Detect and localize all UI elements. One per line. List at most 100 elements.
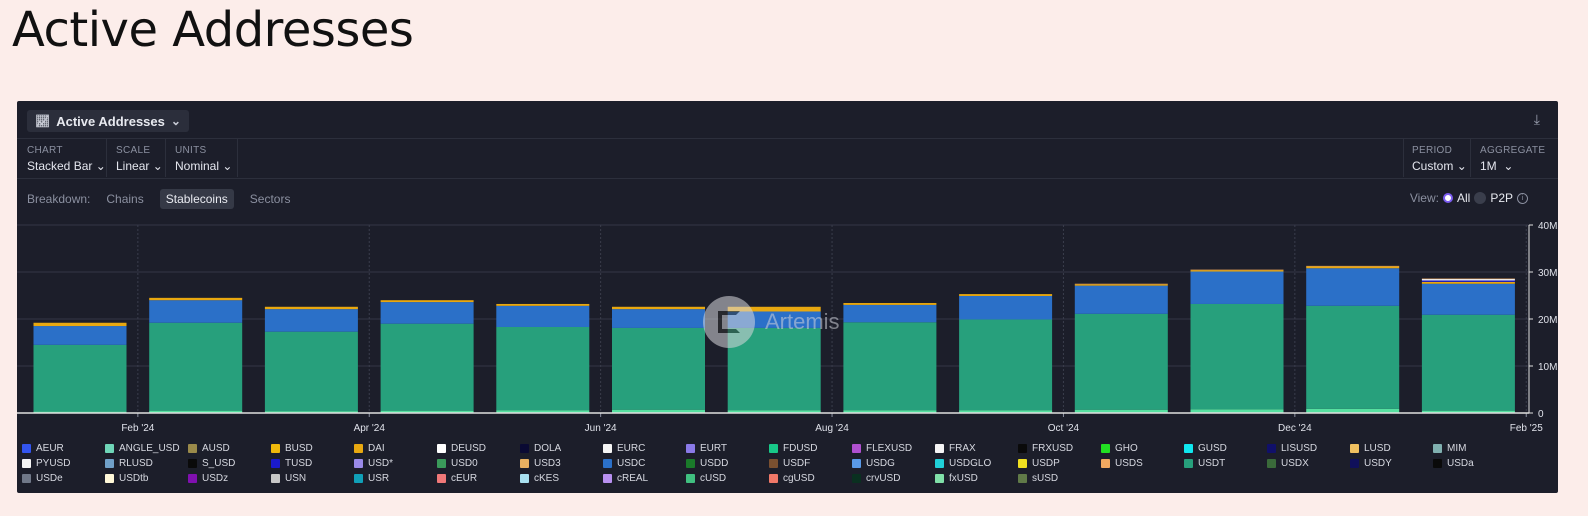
legend-swatch	[603, 474, 612, 483]
legend-item[interactable]: USD3	[520, 458, 603, 469]
legend-item[interactable]: AEUR	[22, 443, 105, 454]
legend-item[interactable]: USDY	[1350, 458, 1433, 469]
legend-item[interactable]: FDUSD	[769, 443, 852, 454]
legend-item[interactable]: USDC	[603, 458, 686, 469]
bar-segment-usdc	[1190, 271, 1284, 304]
bar-segment-usdc	[33, 326, 127, 345]
legend-item[interactable]: USD0	[437, 458, 520, 469]
legend-item[interactable]: S_USD	[188, 458, 271, 469]
legend-item[interactable]: LUSD	[1350, 443, 1433, 454]
legend-item[interactable]: ANGLE_USD	[105, 443, 188, 454]
legend-item[interactable]: cEUR	[437, 473, 520, 484]
legend-item[interactable]: USDz	[188, 473, 271, 484]
units-control[interactable]: UNITS Nominal ⌄	[175, 145, 232, 173]
legend-item[interactable]: EURC	[603, 443, 686, 454]
legend-label: USN	[285, 473, 307, 484]
legend-item[interactable]: AUSD	[188, 443, 271, 454]
legend-item[interactable]: FRAX	[935, 443, 1018, 454]
scale-control[interactable]: SCALE Linear ⌄	[116, 145, 163, 173]
legend-item[interactable]: USDS	[1101, 458, 1184, 469]
bar-segment-dai	[1306, 266, 1400, 269]
aggregate-label: AGGREGATE	[1480, 145, 1546, 156]
tab-sectors[interactable]: Sectors	[249, 192, 291, 206]
view-all-radio[interactable]	[1442, 193, 1453, 203]
legend-label: LUSD	[1364, 443, 1391, 454]
legend-item[interactable]: GHO	[1101, 443, 1184, 454]
tab-stablecoins[interactable]: Stablecoins	[159, 189, 234, 209]
stacked-bar-chart: 0 10M 20M 30M 40M Feb '24 Apr '24 Jun '24 Aug '2…	[17, 221, 1557, 434]
legend-item[interactable]: USDG	[852, 458, 935, 469]
watermark-text: Artemis	[765, 309, 840, 334]
legend-item[interactable]: DAI	[354, 443, 437, 454]
legend-item[interactable]: USDtb	[105, 473, 188, 484]
legend-item[interactable]: DEUSD	[437, 443, 520, 454]
legend-item[interactable]: USDT	[1184, 458, 1267, 469]
bar-segment-usde	[727, 410, 821, 413]
legend-item[interactable]: USN	[271, 473, 354, 484]
legend-swatch	[935, 474, 944, 483]
legend-swatch	[769, 444, 778, 453]
legend-item[interactable]: GUSD	[1184, 443, 1267, 454]
legend-label: USDz	[202, 473, 229, 484]
legend-item[interactable]: USD*	[354, 458, 437, 469]
legend-swatch	[437, 459, 446, 468]
legend-item[interactable]: DOLA	[520, 443, 603, 454]
bar-segment-dai	[496, 303, 590, 306]
metric-dropdown[interactable]: 📈︎ Active Addresses ⌄	[27, 110, 189, 132]
bar-segment-dai	[612, 306, 705, 310]
legend-item[interactable]: cUSD	[686, 473, 769, 484]
legend-item[interactable]: LISUSD	[1267, 443, 1350, 454]
legend-swatch	[852, 444, 861, 453]
bar-segment-usdc	[149, 300, 243, 323]
x-tick-label: Dec '24	[1278, 423, 1312, 434]
chart-legend: AEUR ANGLE_USD AUSD BUSD DAI DEUSD DOLA EURC EUR…	[22, 443, 1552, 484]
y-tick-label: 40M	[1538, 221, 1557, 232]
bar-segment-usds	[1421, 278, 1515, 280]
legend-item[interactable]: USDF	[769, 458, 852, 469]
legend-item[interactable]: PYUSD	[22, 458, 105, 469]
legend-item[interactable]: FLEXUSD	[852, 443, 935, 454]
legend-item[interactable]: USDe	[22, 473, 105, 484]
bar-segment-usds	[1074, 283, 1168, 285]
legend-item[interactable]: USDD	[686, 458, 769, 469]
legend-item[interactable]: fxUSD	[935, 473, 1018, 484]
legend-label: MIM	[1447, 443, 1467, 454]
bar-segment-dai	[380, 300, 474, 303]
legend-item[interactable]: EURT	[686, 443, 769, 454]
legend-swatch	[935, 459, 944, 468]
legend-item[interactable]: USDX	[1267, 458, 1350, 469]
legend-item[interactable]: USDa	[1433, 458, 1516, 469]
info-icon[interactable]: i	[1517, 192, 1528, 204]
legend-item[interactable]: crvUSD	[852, 473, 935, 484]
legend-swatch	[188, 459, 197, 468]
legend-item[interactable]: FRXUSD	[1018, 443, 1101, 454]
chart-type-control[interactable]: CHART Stacked Bar ⌄	[27, 145, 106, 173]
legend-swatch	[686, 474, 695, 483]
legend-item[interactable]: USDGLO	[935, 458, 1018, 469]
legend-item[interactable]: cREAL	[603, 473, 686, 484]
chevron-down-icon: ⌄	[1456, 159, 1467, 173]
legend-item[interactable]: TUSD	[271, 458, 354, 469]
legend-item[interactable]: USDP	[1018, 458, 1101, 469]
legend-item[interactable]: cgUSD	[769, 473, 852, 484]
tab-chains[interactable]: Chains	[106, 192, 144, 206]
legend-item[interactable]: cKES	[520, 473, 603, 484]
aggregate-control[interactable]: AGGREGATE 1M ⌄	[1480, 145, 1545, 173]
view-p2p-radio[interactable]	[1474, 192, 1487, 204]
period-control[interactable]: PERIOD Custom ⌄	[1412, 145, 1467, 173]
legend-item[interactable]: BUSD	[271, 443, 354, 454]
page-title: Active Addresses	[12, 2, 414, 58]
legend-item[interactable]: sUSD	[1018, 473, 1101, 484]
legend-swatch	[271, 444, 280, 453]
chevron-down-icon: ⌄	[95, 159, 106, 173]
period-label: PERIOD	[1412, 145, 1453, 156]
legend-item[interactable]: USR	[354, 473, 437, 484]
legend-label: USDe	[36, 473, 63, 484]
legend-label: crvUSD	[866, 473, 901, 484]
legend-item[interactable]: RLUSD	[105, 458, 188, 469]
bar-segment-usde	[264, 411, 358, 413]
download-icon[interactable]: ⤓	[1533, 111, 1540, 127]
bar-segment-dai	[843, 303, 937, 305]
legend-item[interactable]: MIM	[1433, 443, 1516, 454]
legend-swatch	[852, 459, 861, 468]
